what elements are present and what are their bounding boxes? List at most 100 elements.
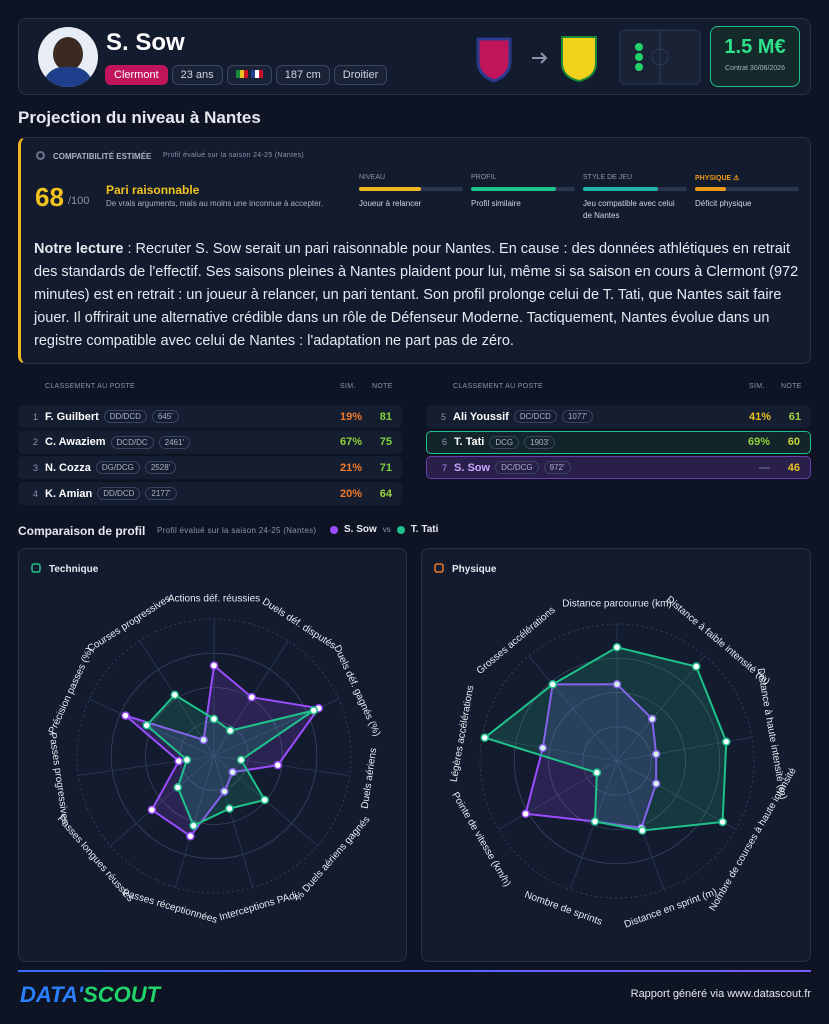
verdict-text: De vrais arguments, mais au moins une in… (106, 199, 324, 208)
similarity: 20% (339, 487, 362, 500)
contract: Contrat 30/06/2026 (725, 65, 785, 72)
vertex-dot (718, 817, 727, 827)
vertex-dot (142, 721, 151, 730)
player: C. Awaziem (45, 436, 106, 449)
similarity: 69% (747, 436, 770, 449)
vertex-dot (189, 821, 198, 830)
club-tag: Clermont (105, 65, 168, 85)
flags (226, 65, 272, 85)
criterion-name: NIVEAU (359, 174, 386, 181)
spoke (110, 755, 215, 847)
vertex-dot (209, 661, 219, 670)
axis-label: Précision passes (%) (47, 646, 96, 736)
axis-label: Grosses accélérations (475, 605, 558, 677)
vertex-dot (170, 690, 179, 700)
similarity: — (759, 461, 770, 474)
radar-chart: Physique Distance parcourue (km) Distance … (434, 563, 799, 931)
similarity: 41% (748, 410, 771, 423)
nantes-logo (561, 36, 597, 83)
axis-label: Distance parcourue (km) (562, 599, 671, 610)
similarity: 19% (339, 410, 362, 423)
vertex-dot (612, 643, 622, 652)
position: DC/DCG (495, 461, 539, 475)
ranking-row: 7 S. Sow DC/DCG 972' — 46 (426, 456, 811, 480)
vertex-dot (647, 714, 657, 724)
compat-card: COMPATIBILITÉ ESTIMÉE Profil évalué sur … (18, 137, 811, 364)
vertex-dot (226, 726, 235, 735)
vertex-dot (612, 680, 622, 689)
criterion-text: Profil similaire (471, 199, 521, 208)
axis-label: Duels aériens (360, 747, 380, 809)
criterion-text: Joueur à relancer (359, 199, 422, 208)
table-header: CLASSEMENT AU POSTE (453, 383, 543, 390)
player: T. Tati (454, 436, 485, 449)
vertex-dot (225, 804, 234, 813)
position: DG/DCG (95, 461, 140, 475)
table-header: CLASSEMENT AU POSTE (45, 383, 135, 390)
criterion-track (695, 187, 799, 191)
icon (36, 151, 45, 160)
minutes: 1903' (524, 435, 556, 449)
vertex-dot (548, 680, 557, 689)
age-tag: 23 ans (171, 65, 223, 85)
vertex-dot (260, 795, 269, 805)
criterion-text: Déficit physique (695, 199, 752, 208)
series-area (524, 683, 658, 830)
axis-label: Duels déf. gagnés (%) (331, 644, 382, 739)
legend-entry: T. Tati (410, 524, 439, 535)
axis-label: Duels déf. disputés (260, 596, 338, 651)
compat-label: COMPATIBILITÉ ESTIMÉE (53, 152, 152, 161)
compat-note: Profil évalué sur la saison 24-25 (Nante… (163, 152, 304, 159)
ranking-row: 2 C. Awaziem DCD/DC 2461' 67% 75 (18, 430, 402, 454)
minutes: 972' (543, 461, 571, 475)
legend-dot (330, 525, 338, 534)
rank: 3 (32, 462, 38, 473)
criterion-name: PROFIL (471, 174, 497, 181)
axis-label: Interceptions PAdj (218, 890, 298, 923)
spoke (616, 760, 736, 830)
vertex-dot (209, 714, 219, 724)
spoke (482, 736, 618, 762)
arrow (532, 52, 548, 64)
axis-label: Pointe de vitesse (km/h) (449, 790, 512, 888)
header-card: S. Sow Clermont 23 ans 187 cm Droitier 1.5… (18, 18, 811, 95)
axis-label: Distance en sprint (m) (623, 887, 719, 931)
vertex-dot (174, 756, 183, 766)
comparison-title: Comparaison de profil (18, 524, 146, 538)
axis-label: Actions déf. réussies (168, 594, 260, 605)
vertex-dot (651, 749, 661, 759)
vertex-dot (521, 809, 530, 818)
vertex-dot (173, 783, 183, 792)
minutes: 645' (151, 410, 179, 423)
vertex-dot (722, 737, 731, 746)
similarity: 21% (339, 461, 362, 474)
score: 68 (35, 182, 64, 212)
position: DC/DCD (513, 410, 557, 423)
legend-dot (396, 525, 405, 534)
vertex-dot (199, 735, 208, 745)
series-area (482, 646, 728, 832)
vertex-dot (186, 831, 195, 841)
rank: 4 (32, 488, 38, 499)
table-header: NOTE (781, 383, 802, 390)
foot-tag: Droitier (333, 65, 388, 85)
spoke (616, 655, 706, 762)
criterion-bar (583, 187, 658, 191)
rank: 5 (440, 411, 446, 422)
vertex-dot (220, 787, 229, 796)
vertex-dot (236, 755, 246, 765)
logo-left: DATA' (20, 982, 84, 1007)
note: 75 (379, 436, 392, 449)
reading-text: : Recruter S. Sow serait un pari raisonn… (34, 241, 799, 349)
table-header: NOTE (372, 383, 393, 390)
footer-text: Rapport généré via www.datascout.fr (630, 988, 811, 1000)
reading-label: Notre lecture (34, 241, 124, 257)
transfer-logos (476, 36, 597, 83)
series-area (145, 693, 315, 828)
tags: Clermont 23 ans 187 cm Droitier (105, 65, 391, 85)
section-title: Projection du niveau à Nantes (18, 108, 261, 127)
spoke (89, 698, 215, 757)
legend: S. Sow vs T. Tati (330, 524, 438, 535)
axis-label: Légères accélérations (449, 685, 477, 783)
